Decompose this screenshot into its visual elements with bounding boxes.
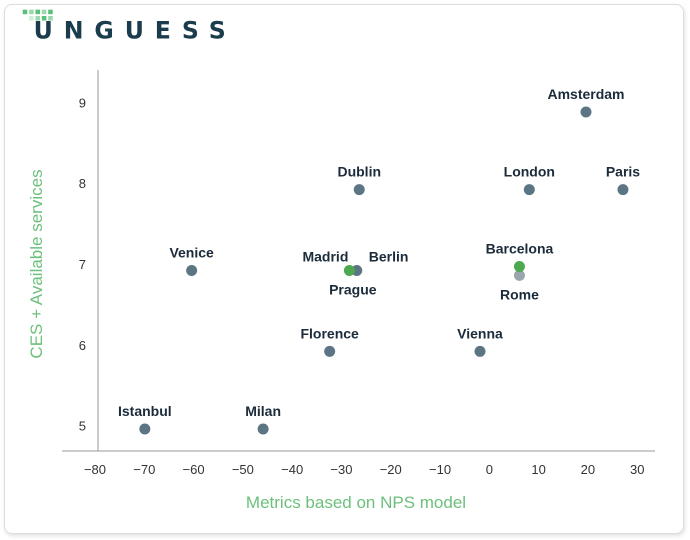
data-label: Milan <box>245 403 281 419</box>
data-label: Dublin <box>337 164 381 180</box>
data-point <box>474 345 486 357</box>
data-label: Barcelona <box>486 240 554 256</box>
data-point <box>580 106 592 118</box>
data-point <box>324 345 336 357</box>
x-tick-label: −60 <box>183 462 205 477</box>
data-label: Venice <box>169 245 214 261</box>
data-label: Istanbul <box>118 403 172 419</box>
x-tick-label: −70 <box>133 462 155 477</box>
data-label: Berlin <box>369 249 409 265</box>
chart-card <box>4 4 684 534</box>
logo-wordmark: UNGUESS <box>34 17 237 45</box>
data-point <box>186 265 198 277</box>
y-tick-label: 5 <box>79 419 86 434</box>
data-label: Florence <box>300 325 359 341</box>
data-point <box>617 184 629 196</box>
data-point <box>353 184 365 196</box>
y-tick-label: 9 <box>79 95 86 110</box>
x-tick-label: −50 <box>232 462 254 477</box>
y-tick-label: 8 <box>79 176 86 191</box>
x-axis-title: Metrics based on NPS model <box>246 493 466 512</box>
data-point <box>513 269 525 281</box>
data-label: Madrid <box>302 249 348 265</box>
y-axis-title: CES + Available services <box>27 169 46 358</box>
data-label: Vienna <box>457 325 503 341</box>
data-label: Paris <box>606 164 640 180</box>
y-tick-label: 7 <box>79 257 86 272</box>
y-tick-label: 6 <box>79 338 86 353</box>
logo-pixel-mark <box>22 9 53 21</box>
data-label: Amsterdam <box>547 86 624 102</box>
data-point <box>513 260 525 272</box>
data-point <box>343 265 355 277</box>
x-tick-label: 10 <box>531 462 545 477</box>
data-point <box>523 184 535 196</box>
data-point <box>139 423 151 435</box>
data-label: London <box>504 164 555 180</box>
x-tick-label: −10 <box>429 462 451 477</box>
x-tick-label: −40 <box>281 462 303 477</box>
data-label: Prague <box>329 282 377 298</box>
x-tick-label: −20 <box>380 462 402 477</box>
x-tick-label: −80 <box>84 462 106 477</box>
x-tick-label: 0 <box>486 462 493 477</box>
x-tick-label: −30 <box>330 462 352 477</box>
x-tick-label: 20 <box>581 462 595 477</box>
data-label: Rome <box>500 286 539 302</box>
unguess-logo: UNGUESS <box>22 9 237 45</box>
data-point <box>257 423 269 435</box>
x-tick-label: 30 <box>630 462 644 477</box>
